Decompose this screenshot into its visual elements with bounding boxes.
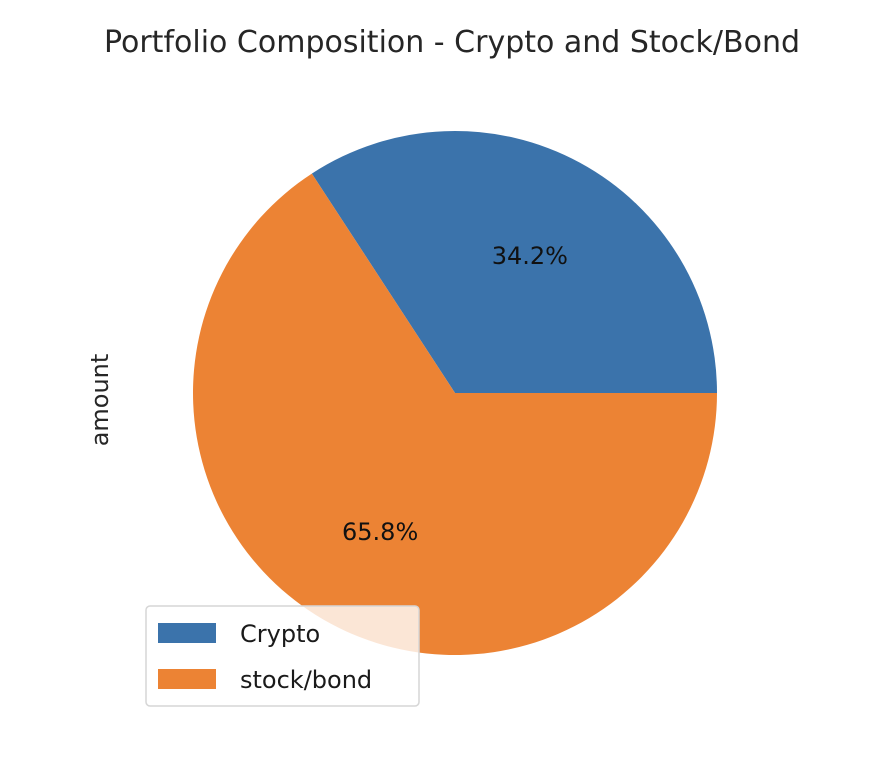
pie-percent-labels: 34.2% 65.8% xyxy=(342,242,568,546)
y-axis-label: amount xyxy=(86,354,114,447)
pie-percent-label: 34.2% xyxy=(492,242,568,270)
legend: Crypto stock/bond xyxy=(145,605,420,707)
legend-label: Crypto xyxy=(240,620,320,648)
legend-swatch xyxy=(158,623,216,643)
chart-title: Portfolio Composition - Crypto and Stock… xyxy=(104,25,800,60)
pie-slices xyxy=(192,130,717,655)
legend-entries: Crypto stock/bond xyxy=(158,620,372,694)
pie-percent-label: 65.8% xyxy=(342,518,418,546)
pie-slice-crypto xyxy=(311,130,717,394)
legend-label: stock/bond xyxy=(240,666,372,694)
legend-swatch xyxy=(158,669,216,689)
pie-slice-stock-bond xyxy=(192,173,717,655)
